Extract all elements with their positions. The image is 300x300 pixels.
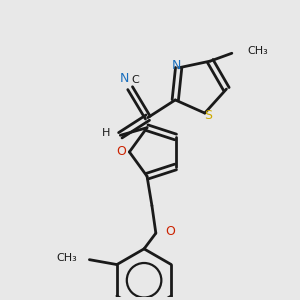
Text: N: N xyxy=(172,59,182,72)
Text: H: H xyxy=(102,128,110,138)
Text: CH₃: CH₃ xyxy=(57,253,78,263)
Text: CH₃: CH₃ xyxy=(248,46,268,56)
Text: N: N xyxy=(119,72,129,85)
Text: O: O xyxy=(117,146,127,158)
Text: O: O xyxy=(166,225,176,238)
Text: S: S xyxy=(204,109,212,122)
Text: C: C xyxy=(131,75,139,85)
